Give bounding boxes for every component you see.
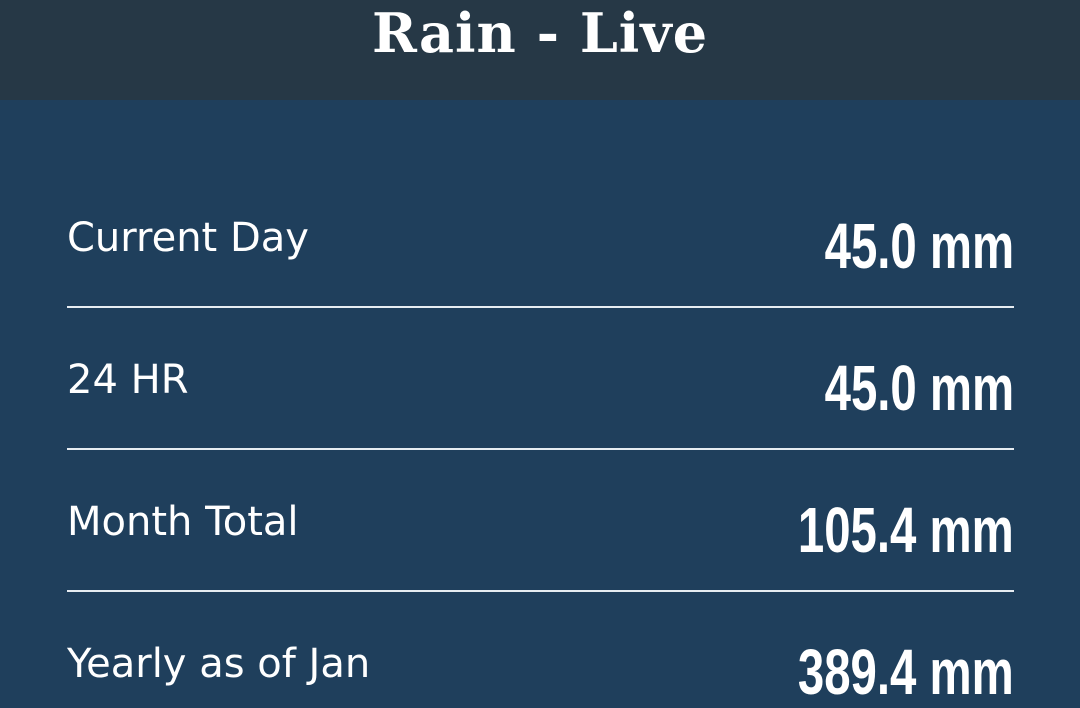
stat-value-month-total: 105.4 mm — [798, 494, 1014, 566]
stat-row-yearly: Yearly as of Jan 389.4 mm — [67, 592, 1014, 704]
stat-value-24hr: 45.0 mm — [824, 352, 1014, 424]
stat-label-yearly: Yearly as of Jan — [67, 641, 371, 687]
stat-label-current-day: Current Day — [67, 215, 309, 261]
stat-value-current-day: 45.0 mm — [824, 210, 1014, 282]
stat-row-current-day: Current Day 45.0 mm — [67, 166, 1014, 308]
header-bar: Rain - Live — [0, 0, 1080, 100]
rain-stats-panel: Current Day 45.0 mm 24 HR 45.0 mm Month … — [0, 100, 1080, 704]
stat-label-month-total: Month Total — [67, 499, 299, 545]
stat-row-month-total: Month Total 105.4 mm — [67, 450, 1014, 592]
stat-label-24hr: 24 HR — [67, 357, 189, 403]
stat-row-24hr: 24 HR 45.0 mm — [67, 308, 1014, 450]
stat-value-yearly: 389.4 mm — [798, 636, 1014, 708]
page-title: Rain - Live — [371, 1, 709, 65]
